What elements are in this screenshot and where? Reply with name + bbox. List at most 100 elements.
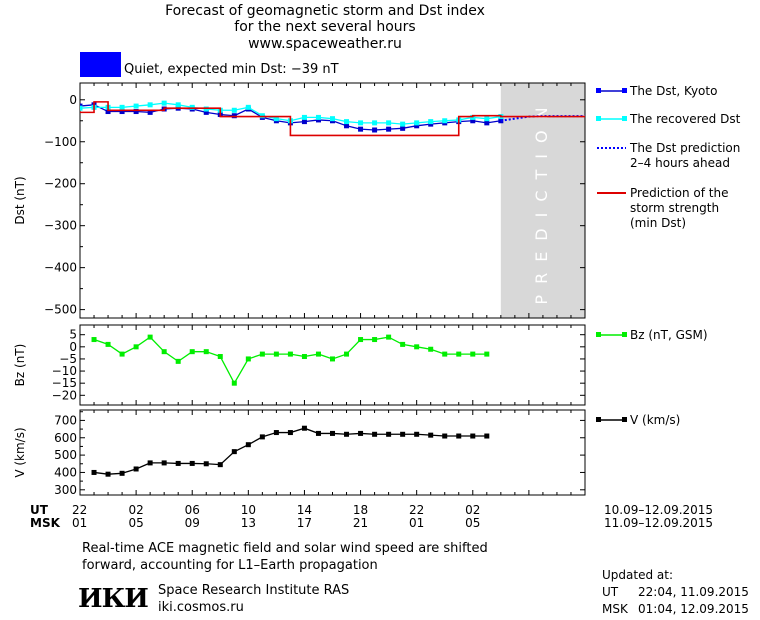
dst-series-0-point xyxy=(203,109,209,115)
dst-series-0-point xyxy=(315,117,321,123)
legend-strength-label-1: Prediction of the xyxy=(630,186,729,200)
legend-bz-marker-left xyxy=(596,332,601,337)
legend-v-marker-right xyxy=(622,417,627,422)
v-series-0-point xyxy=(91,469,97,475)
dst-series-1-point xyxy=(245,104,251,110)
msk-tick-labels: 01 05 09 13 17 21 01 05 xyxy=(72,516,480,530)
bz-series-0-point xyxy=(456,351,462,357)
bz-series-0-point xyxy=(203,349,209,355)
ut-tick-labels: 22 02 06 10 14 18 22 02 xyxy=(72,503,480,517)
legend-strength-label-3: (min Dst) xyxy=(630,216,686,230)
legend-dst-kyoto-marker-left xyxy=(596,88,601,93)
dst-series-0-point xyxy=(484,120,490,126)
dst-series-1-point xyxy=(231,107,237,113)
dst-chart: PREDICTION 0 −100 −200 −300 −400 −500 Dst (nT) xyxy=(13,82,586,319)
v-axis-label: V (km/s) xyxy=(13,427,27,477)
v-series-0-point xyxy=(442,433,448,439)
v-series-group xyxy=(91,425,490,477)
bz-series-0-point xyxy=(330,356,335,362)
updated-ut-time: 22:04, 11.09.2015 xyxy=(638,585,749,599)
bz-series-0-point xyxy=(217,354,223,360)
ut-axis-label: UT xyxy=(30,503,49,517)
v-series-0-point xyxy=(330,430,335,436)
bz-axis-label: Bz (nT) xyxy=(13,344,27,387)
bz-series-0-point xyxy=(400,341,406,347)
legend-dst-kyoto-label: The Dst, Kyoto xyxy=(629,84,717,98)
bz-series-0-point xyxy=(301,354,307,360)
v-series-0-point xyxy=(245,442,251,448)
v-ytick-label: 500 xyxy=(54,448,77,462)
dst-series-0-point xyxy=(301,119,307,125)
v-series-0-point xyxy=(456,433,462,439)
dst-series-0-point xyxy=(133,109,139,115)
dst-series-0-point xyxy=(231,113,237,119)
bz-series-0-point xyxy=(470,351,476,357)
dst-ytick-label: −200 xyxy=(44,177,77,191)
v-series-0-point xyxy=(358,430,364,436)
dst-series-1-point xyxy=(484,116,490,122)
v-series-0-point xyxy=(203,461,209,467)
dst-ytick-label: −500 xyxy=(44,303,77,317)
time-axis: UT MSK 22 02 06 10 14 18 22 02 01 05 09 13 17 21 01 05… xyxy=(30,503,713,530)
bz-ytick-label: −20 xyxy=(52,388,77,402)
bz-series-0-point xyxy=(189,349,195,355)
dst-series-1-point xyxy=(344,119,350,125)
bz-series-0-point xyxy=(133,344,139,350)
dst-series-3-line xyxy=(80,101,585,137)
msk-date-range: 11.09–12.09.2015 xyxy=(604,516,713,530)
legend-strength-label-2: storm strength xyxy=(630,201,719,215)
v-ytick-label: 700 xyxy=(54,413,77,427)
bz-series-0-point xyxy=(147,334,153,340)
ut-date-range: 10.09–12.09.2015 xyxy=(604,503,713,517)
footnote-line-2: forward, accounting for L1–Earth propaga… xyxy=(82,558,378,573)
msk-tick-label: 09 xyxy=(185,516,200,530)
v-series-0-point xyxy=(287,430,293,436)
ut-tick-label: 22 xyxy=(409,503,424,517)
msk-axis-label: MSK xyxy=(30,516,61,530)
msk-tick-label: 05 xyxy=(128,516,143,530)
dst-series-1-point xyxy=(442,118,448,124)
ut-tick-label: 06 xyxy=(185,503,200,517)
legend-dst-kyoto-marker-right xyxy=(622,88,627,93)
title-line-1: Forecast of geomagnetic storm and Dst in… xyxy=(165,3,485,19)
dst-series-1-point xyxy=(161,100,167,106)
status-color-swatch xyxy=(80,52,121,77)
bz-ytick-label: −5 xyxy=(59,352,77,366)
v-series-0-point xyxy=(400,431,406,437)
v-series-0-point xyxy=(147,460,153,466)
legend-recovered-marker-left xyxy=(596,116,601,121)
bz-series-0-line xyxy=(93,336,487,385)
dst-series-1-point xyxy=(372,120,378,126)
v-series-0-point xyxy=(105,471,111,477)
legend-v-label: V (km/s) xyxy=(630,413,680,427)
dst-series-1-point xyxy=(428,119,434,125)
bz-series-0-point xyxy=(287,351,293,357)
v-series-0-point xyxy=(133,466,139,472)
website-label: www.spaceweather.ru xyxy=(248,36,402,52)
v-plot-frame xyxy=(79,409,586,496)
footnote-line-1: Real-time ACE magnetic field and solar w… xyxy=(82,541,488,556)
dst-series-1-point xyxy=(470,114,476,120)
ut-tick-label: 02 xyxy=(465,503,480,517)
msk-tick-label: 01 xyxy=(409,516,424,530)
dst-series-1-point xyxy=(175,102,181,108)
v-series-0-point xyxy=(175,460,181,466)
msk-tick-label: 17 xyxy=(297,516,312,530)
v-series-0-point xyxy=(428,432,434,438)
v-series-0-line xyxy=(93,427,487,475)
bz-series-0-point xyxy=(259,351,265,357)
bz-series-0-point xyxy=(484,351,490,357)
bz-series-0-point xyxy=(105,341,111,347)
v-series-0-point xyxy=(315,430,321,436)
bz-series-0-point xyxy=(344,351,350,357)
v-series-0-point xyxy=(470,433,476,439)
bz-ytick-label: 5 xyxy=(69,328,77,342)
status-text: Quiet, expected min Dst: −39 nT xyxy=(124,62,339,77)
dst-series-0-point xyxy=(147,109,153,115)
legend-v-marker-left xyxy=(596,417,601,422)
bz-series-group xyxy=(91,334,490,386)
bz-series-0-point xyxy=(358,337,364,343)
v-series-0-point xyxy=(386,431,392,437)
